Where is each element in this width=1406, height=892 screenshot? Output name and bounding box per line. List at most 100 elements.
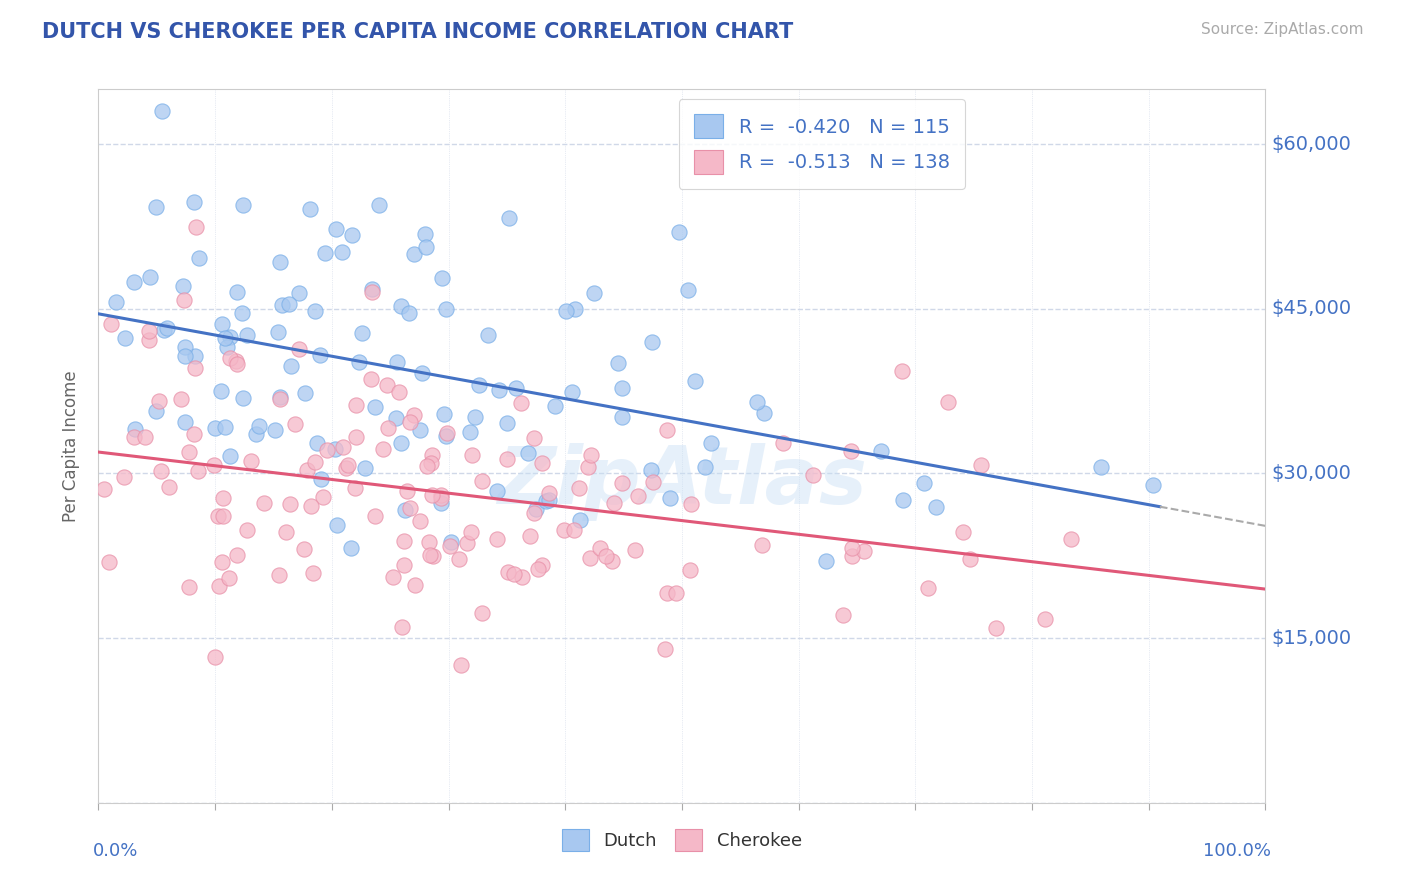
Point [134,430,156,444]
Point [385,411,408,425]
Point [239,453,262,467]
Point [389,300,412,314]
Point [212,491,235,505]
Point [523,432,546,446]
Point [432,408,454,422]
Point [527,562,550,576]
Point [204,421,226,435]
Point [325,442,347,456]
Point [408,514,430,528]
Point [523,506,546,520]
Point [640,463,662,477]
Point [170,392,193,407]
Point [456,535,478,549]
Point [187,464,209,478]
Point [419,548,441,562]
Point [505,381,527,395]
Point [404,578,426,592]
Point [519,529,541,543]
Point [232,391,254,405]
Point [396,484,419,499]
Point [340,541,363,555]
Point [183,195,205,210]
Point [215,340,238,354]
Point [304,455,326,469]
Point [150,464,173,478]
Point [524,502,547,516]
Point [495,451,517,466]
Point [969,458,991,473]
Point [183,427,205,442]
Point [249,418,271,433]
Point [232,198,254,212]
Point [754,405,776,419]
Point [659,491,682,505]
Point [460,425,482,439]
Point [429,491,451,506]
Point [276,524,298,539]
Point [100,317,122,331]
Point [595,549,617,564]
Point [231,305,253,319]
Point [267,325,290,339]
Text: 0.0%: 0.0% [93,842,138,860]
Point [105,295,128,310]
Point [422,549,444,563]
Point [173,349,195,363]
Point [562,523,585,537]
Point [177,445,200,459]
Point [360,372,382,386]
Point [568,513,591,527]
Point [925,500,948,514]
Point [214,331,236,345]
Point [471,607,494,621]
Point [643,475,665,489]
Point [184,349,207,363]
Point [1033,612,1056,626]
Point [576,460,599,475]
Point [284,417,307,432]
Point [538,485,561,500]
Point [399,501,422,516]
Point [344,430,367,444]
Text: $45,000: $45,000 [1271,300,1351,318]
Point [278,297,301,311]
Point [449,552,471,566]
Point [751,538,773,552]
Point [564,302,586,317]
Point [174,415,197,429]
Point [959,551,981,566]
Point [352,326,374,340]
Point [122,276,145,290]
Point [298,202,321,216]
Text: ZipAtlas: ZipAtlas [496,442,868,521]
Point [173,278,195,293]
Point [952,524,974,539]
Point [832,608,855,623]
Point [174,340,197,354]
Point [468,377,491,392]
Point [394,503,416,517]
Point [890,364,912,378]
Point [544,399,567,413]
Point [418,534,440,549]
Point [354,460,377,475]
Point [413,227,436,241]
Point [342,227,364,242]
Point [581,449,603,463]
Point [208,579,231,593]
Point [429,488,451,502]
Point [150,104,173,119]
Point [292,542,315,557]
Point [93,482,115,496]
Point [304,304,326,318]
Point [450,657,472,672]
Point [184,220,207,235]
Point [288,343,311,357]
Point [389,435,412,450]
Point [309,348,332,362]
Point [226,548,249,562]
Point [392,558,415,572]
Point [157,480,180,494]
Text: $30,000: $30,000 [1271,464,1351,483]
